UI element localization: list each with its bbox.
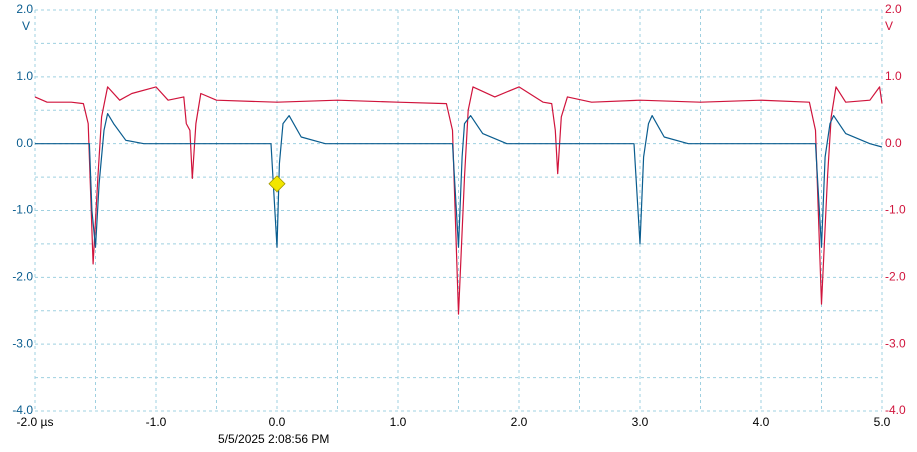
y2-unit: V (885, 19, 893, 33)
x-tick-label: -1.0 (146, 415, 167, 429)
y-tick-label: -2.0 (12, 270, 33, 284)
y-tick-label: -3.0 (12, 336, 33, 350)
y2-tick-label: -1.0 (885, 203, 906, 217)
x-tick-label: -2.0 µs (17, 415, 54, 429)
y-tick-label: 0.0 (16, 136, 33, 150)
trace (35, 113, 883, 248)
timestamp: 5/5/2025 2:08:56 PM (218, 432, 329, 446)
trigger-marker (268, 175, 286, 193)
y2-tick-label: -3.0 (885, 336, 906, 350)
y2-tick-label: 0.0 (885, 136, 902, 150)
x-tick-label: 3.0 (632, 415, 649, 429)
y-tick-label: -4.0 (12, 403, 33, 417)
x-tick-label: 0.0 (269, 415, 286, 429)
y2-tick-label: 1.0 (885, 69, 902, 83)
y-tick-label: -1.0 (12, 203, 33, 217)
y-tick-label: 2.0 (16, 2, 33, 16)
x-tick-label: 2.0 (511, 415, 528, 429)
y-tick-label: 1.0 (16, 69, 33, 83)
y-unit: V (22, 19, 30, 33)
trace (34, 86, 883, 315)
x-tick-label: 5.0 (874, 415, 891, 429)
y2-tick-label: -2.0 (885, 270, 906, 284)
x-tick-label: 4.0 (753, 415, 770, 429)
y2-tick-label: 2.0 (885, 2, 902, 16)
y2-tick-label: -4.0 (885, 403, 906, 417)
x-tick-label: 1.0 (390, 415, 407, 429)
